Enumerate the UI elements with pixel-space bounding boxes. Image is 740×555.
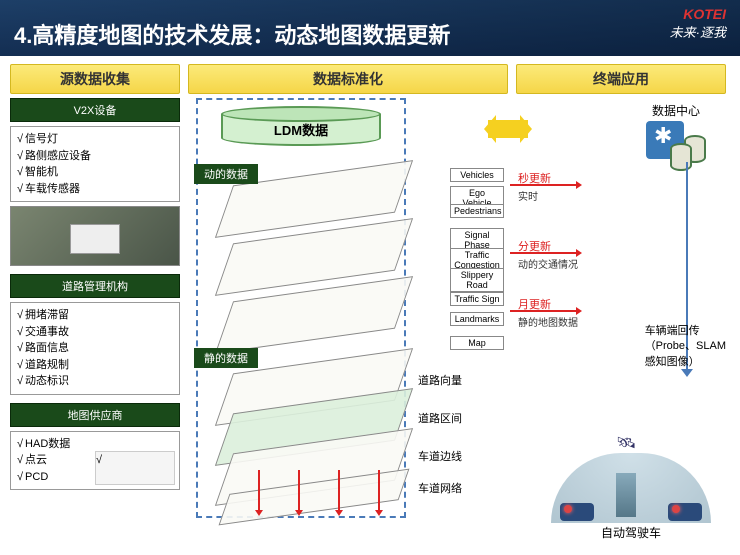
v2x-title: V2X设备 [10, 98, 180, 122]
list-item: 信号灯 [17, 131, 173, 148]
list-item: 拥堵滞留 [17, 307, 173, 324]
tower-icon [616, 473, 636, 517]
satellite-icon: 🛰 [616, 433, 636, 453]
datacenter: 数据中心 [646, 102, 706, 171]
down-arrow-icon [338, 470, 340, 514]
down-arrow-icon [378, 470, 380, 514]
bidir-arrow-icon [488, 120, 528, 138]
dynamic-label: 动的数据 [194, 164, 258, 184]
v2x-list: 信号灯 路侧感应设备 智能机 车载传感器 [10, 126, 180, 202]
down-arrow-icon [258, 470, 260, 514]
list-item: 动态标识 [17, 373, 173, 390]
car-icon [668, 503, 702, 521]
brand-en: KOTEI [670, 6, 726, 22]
maplayer-label: 车道网络 [418, 480, 462, 496]
car-icon [560, 503, 594, 521]
update-month: 月更新 [518, 296, 551, 312]
list-item: 车载传感器 [17, 181, 173, 198]
entity-label: Pedestrians [450, 204, 504, 218]
maplayer-label: 车道边线 [418, 448, 462, 464]
col-source: 源数据收集 V2X设备 信号灯 路侧感应设备 智能机 车载传感器 道路管理机构 … [10, 64, 180, 555]
autocar-scene: 🛰 自动驾驶车 [546, 447, 716, 537]
col1-head: 源数据收集 [10, 64, 180, 94]
brand: KOTEI 未来·逐我 [670, 6, 726, 41]
roadmgmt-list: 拥堵滞留 交通事故 路面信息 道路规制 动态标识 [10, 302, 180, 395]
ldm-cylinder: LDM数据 [221, 106, 381, 150]
maplayer-label: 道路向量 [418, 372, 462, 388]
entity-label: Slippery Road [450, 268, 504, 292]
entity-label: Traffic Sign [450, 292, 504, 306]
datacenter-icon [646, 121, 706, 171]
mapsupplier-title: 地图供应商 [10, 403, 180, 427]
update-month-sub: 静的地图数据 [518, 314, 578, 329]
maplayer-label: 道路区间 [418, 410, 462, 426]
list-item: 交通事故 [17, 324, 173, 341]
update-sec-sub: 实时 [518, 188, 538, 203]
autocar-label: 自动驾驶车 [546, 524, 716, 541]
blue-arrow-icon [681, 369, 693, 383]
header: 4.高精度地图的技术发展：动态地图数据更新 KOTEI 未来·逐我 [0, 0, 740, 56]
roadmgmt-title: 道路管理机构 [10, 274, 180, 298]
col-terminal: 终端应用 秒更新 实时 分更新 动的交通情况 月更新 静的地图数据 数据中心 车… [516, 64, 726, 555]
list-item: HAD数据 [17, 436, 173, 453]
brand-cn: 未来·逐我 [670, 22, 726, 41]
update-min-sub: 动的交通情况 [518, 256, 578, 271]
down-arrow-icon [298, 470, 300, 514]
list-item: 道路规制 [17, 357, 173, 374]
update-min: 分更新 [518, 238, 551, 254]
probe-text: 车辆端回传 （Probe、SLAM 感知图像） [645, 324, 726, 370]
dashed-container: LDM数据 动的数据 静的数据 [196, 98, 406, 518]
page-title: 4.高精度地图的技术发展：动态地图数据更新 [14, 18, 450, 50]
list-item: 智能机 [17, 164, 173, 181]
list-item: 路侧感应设备 [17, 148, 173, 165]
entity-label: Map [450, 336, 504, 350]
mapsupplier-list: HAD数据 点云 PCD [10, 431, 180, 491]
col3-head: 终端应用 [516, 64, 726, 94]
entity-label: Vehicles [450, 168, 504, 182]
intersection-photo [10, 206, 180, 266]
col-standardize: 数据标准化 LDM数据 动的数据 静的数据 Vehicles Ego Vehic… [188, 64, 508, 555]
update-sec: 秒更新 [518, 170, 551, 186]
entity-label: Landmarks [450, 312, 504, 326]
static-label: 静的数据 [194, 348, 258, 368]
list-item: 路面信息 [17, 340, 173, 357]
dc-label: 数据中心 [646, 102, 706, 119]
col2-head: 数据标准化 [188, 64, 508, 94]
pickup-truck-icon [95, 451, 175, 485]
